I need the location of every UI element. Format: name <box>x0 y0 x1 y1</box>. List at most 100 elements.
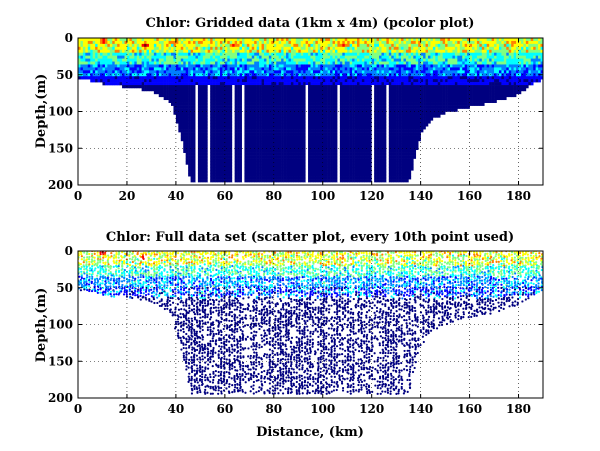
pcolor-cell <box>261 126 265 130</box>
pcolor-cell <box>78 58 81 62</box>
pcolor-cell <box>308 129 311 133</box>
pcolor-cell <box>224 58 228 62</box>
pcolor-cell <box>273 70 277 74</box>
pcolor-cell <box>310 58 314 62</box>
pcolor-cell <box>293 96 297 101</box>
pcolor-cell <box>322 179 326 183</box>
pcolor-cell <box>327 129 331 133</box>
pcolor-cell <box>219 155 223 159</box>
pcolor-cell <box>217 149 221 153</box>
pcolor-cell <box>200 126 204 130</box>
pcolor-cell <box>232 114 235 118</box>
pcolor-cell <box>283 40 287 45</box>
pcolor-cell <box>259 96 262 101</box>
pcolor-cell <box>131 79 135 83</box>
pcolor-cell <box>227 126 231 130</box>
pcolor-cell <box>246 149 250 153</box>
pcolor-cell <box>381 99 385 103</box>
pcolor-cell <box>371 99 375 103</box>
pcolor-cell <box>273 111 277 115</box>
pcolor-cell <box>139 40 142 45</box>
pcolor-cell <box>175 117 179 121</box>
pcolor-cell <box>82 52 86 56</box>
pcolor-cell <box>354 170 358 174</box>
pcolor-cell <box>183 58 186 62</box>
pcolor-cell <box>249 129 253 133</box>
pcolor-cell <box>354 167 358 171</box>
pcolor-cell <box>246 170 250 174</box>
pcolor-cell <box>371 155 375 159</box>
pcolor-cell <box>261 108 265 112</box>
pcolor-cell <box>227 61 231 65</box>
pcolor-cell <box>320 179 324 183</box>
pcolor-cell <box>239 52 243 56</box>
pcolor-cell <box>293 64 297 68</box>
pcolor-cell <box>271 87 275 92</box>
pcolor-cell <box>251 129 255 133</box>
pcolor-cell <box>369 170 372 174</box>
pcolor-cell <box>300 93 304 98</box>
pcolor-cell <box>327 52 331 56</box>
pcolor-cell <box>391 170 395 174</box>
pcolor-cell <box>361 132 365 136</box>
pcolor-cell <box>227 93 231 98</box>
pcolor-cell <box>202 73 206 77</box>
pcolor-cell <box>232 70 235 74</box>
pcolor-cell <box>234 155 238 159</box>
pcolor-cell <box>339 132 343 136</box>
pcolor-cell <box>344 179 348 183</box>
pcolor-cell <box>232 105 235 109</box>
pcolor-cell <box>295 176 299 180</box>
pcolor-cell <box>361 152 365 156</box>
pcolor-cell <box>87 61 91 65</box>
pcolor-cell <box>222 82 226 86</box>
pcolor-cell <box>188 67 191 71</box>
pcolor-cell <box>188 46 191 51</box>
pcolor-cell <box>266 82 270 86</box>
pcolor-cell <box>109 52 113 56</box>
pcolor-cell <box>383 46 387 51</box>
pcolor-cell <box>381 167 385 171</box>
pcolor-cell <box>207 137 211 142</box>
pcolor-cell <box>369 179 372 183</box>
pcolor-cell <box>197 40 201 45</box>
pcolor-cell <box>364 179 368 183</box>
pcolor-cell <box>374 179 377 183</box>
pcolor-cell <box>256 87 260 92</box>
pcolor-cell <box>303 126 306 130</box>
pcolor-cell <box>212 58 216 62</box>
pcolor-cell <box>100 61 103 65</box>
pcolor-cell <box>173 96 177 101</box>
pcolor-cell <box>251 173 255 177</box>
pcolor-cell <box>239 179 243 183</box>
pcolor-cell <box>259 114 262 118</box>
pcolor-cell <box>381 137 385 142</box>
pcolor-cell <box>195 140 199 145</box>
pcolor-cell <box>232 173 235 177</box>
pcolor-cell <box>200 158 204 162</box>
pcolor-cell <box>359 149 363 153</box>
pcolor-cell <box>339 64 343 68</box>
pcolor-cell <box>354 46 358 51</box>
pcolor-cell <box>381 49 385 53</box>
pcolor-cell <box>244 61 248 65</box>
pcolor-cell <box>246 161 250 165</box>
pcolor-cell <box>107 58 111 62</box>
pcolor-cell <box>259 40 262 45</box>
pcolor-cell <box>188 129 191 133</box>
pcolor-cell <box>207 102 211 106</box>
pcolor-cell <box>168 82 172 86</box>
pcolor-cell <box>217 129 221 133</box>
pcolor-cell <box>244 73 248 77</box>
pcolor-cell <box>217 173 221 177</box>
pcolor-cell <box>290 146 294 151</box>
pcolor-cell <box>119 79 123 83</box>
pcolor-cell <box>317 49 321 53</box>
pcolor-cell <box>227 143 231 148</box>
pcolor-cell <box>352 90 355 95</box>
pcolor-cell <box>202 46 206 51</box>
pcolor-cell <box>298 96 302 101</box>
pcolor-cell <box>122 73 125 77</box>
pcolor-cell <box>381 90 385 95</box>
pcolor-cell <box>134 64 138 68</box>
